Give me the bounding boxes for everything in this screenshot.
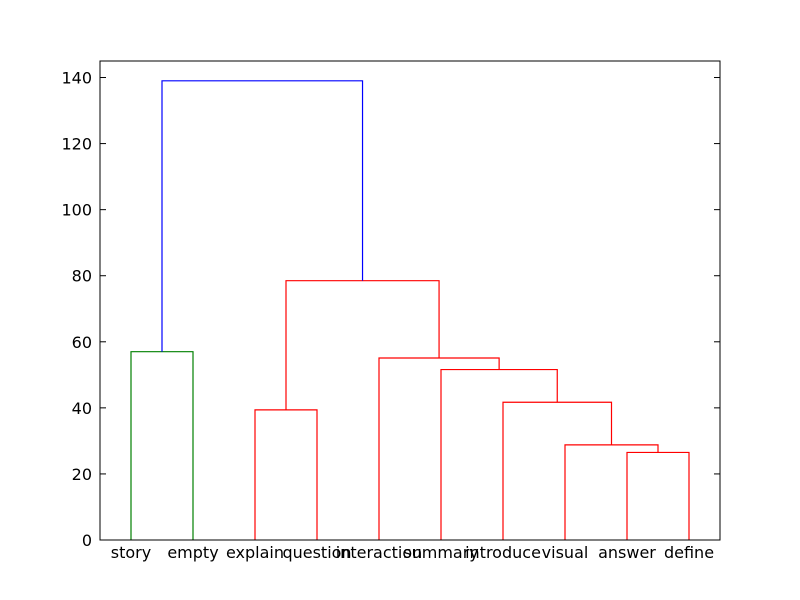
- dendrogram-link-2: [502, 401, 613, 540]
- dendrogram-link-4: [378, 357, 500, 540]
- leaf-label-summary: summary: [403, 543, 479, 562]
- y-tick-label: 60: [72, 333, 92, 352]
- dendrogram-link-7: [130, 351, 194, 540]
- leaf-label-interaction: interaction: [336, 543, 423, 562]
- leaf-label-question: question: [282, 543, 351, 562]
- dendrogram-link-0: [626, 451, 690, 540]
- y-tick-label: 80: [72, 267, 92, 286]
- dendrogram-links: [130, 80, 690, 540]
- y-tick-label: 0: [82, 531, 92, 550]
- y-tick-label: 40: [72, 399, 92, 418]
- plot-frame: [99, 60, 721, 541]
- x-axis: story empty explainquestioninteractionsumm…: [111, 543, 714, 562]
- leaf-label-answer: answer: [598, 543, 656, 562]
- leaf-label-visual: visual: [542, 543, 589, 562]
- y-tick-label: 140: [61, 69, 92, 88]
- leaf-label-introduce: introduce: [465, 543, 541, 562]
- dendrogram-link-5: [254, 409, 318, 540]
- dendrogram-link-8: [161, 80, 364, 352]
- dendrogram-link-1: [564, 444, 659, 540]
- dendrogram-link-3: [440, 368, 558, 540]
- y-tick-label: 100: [61, 201, 92, 220]
- y-axis: 0 20 40 60 80 100 120 140: [61, 69, 720, 550]
- dendrogram-link-6: [285, 280, 440, 410]
- leaf-label-define: define: [664, 543, 714, 562]
- y-tick-label: 20: [72, 465, 92, 484]
- y-tick-label: 120: [61, 135, 92, 154]
- leaf-label-empty: empty: [167, 543, 218, 562]
- leaf-label-story: story: [111, 543, 151, 562]
- leaf-label-explain: explain: [226, 543, 284, 562]
